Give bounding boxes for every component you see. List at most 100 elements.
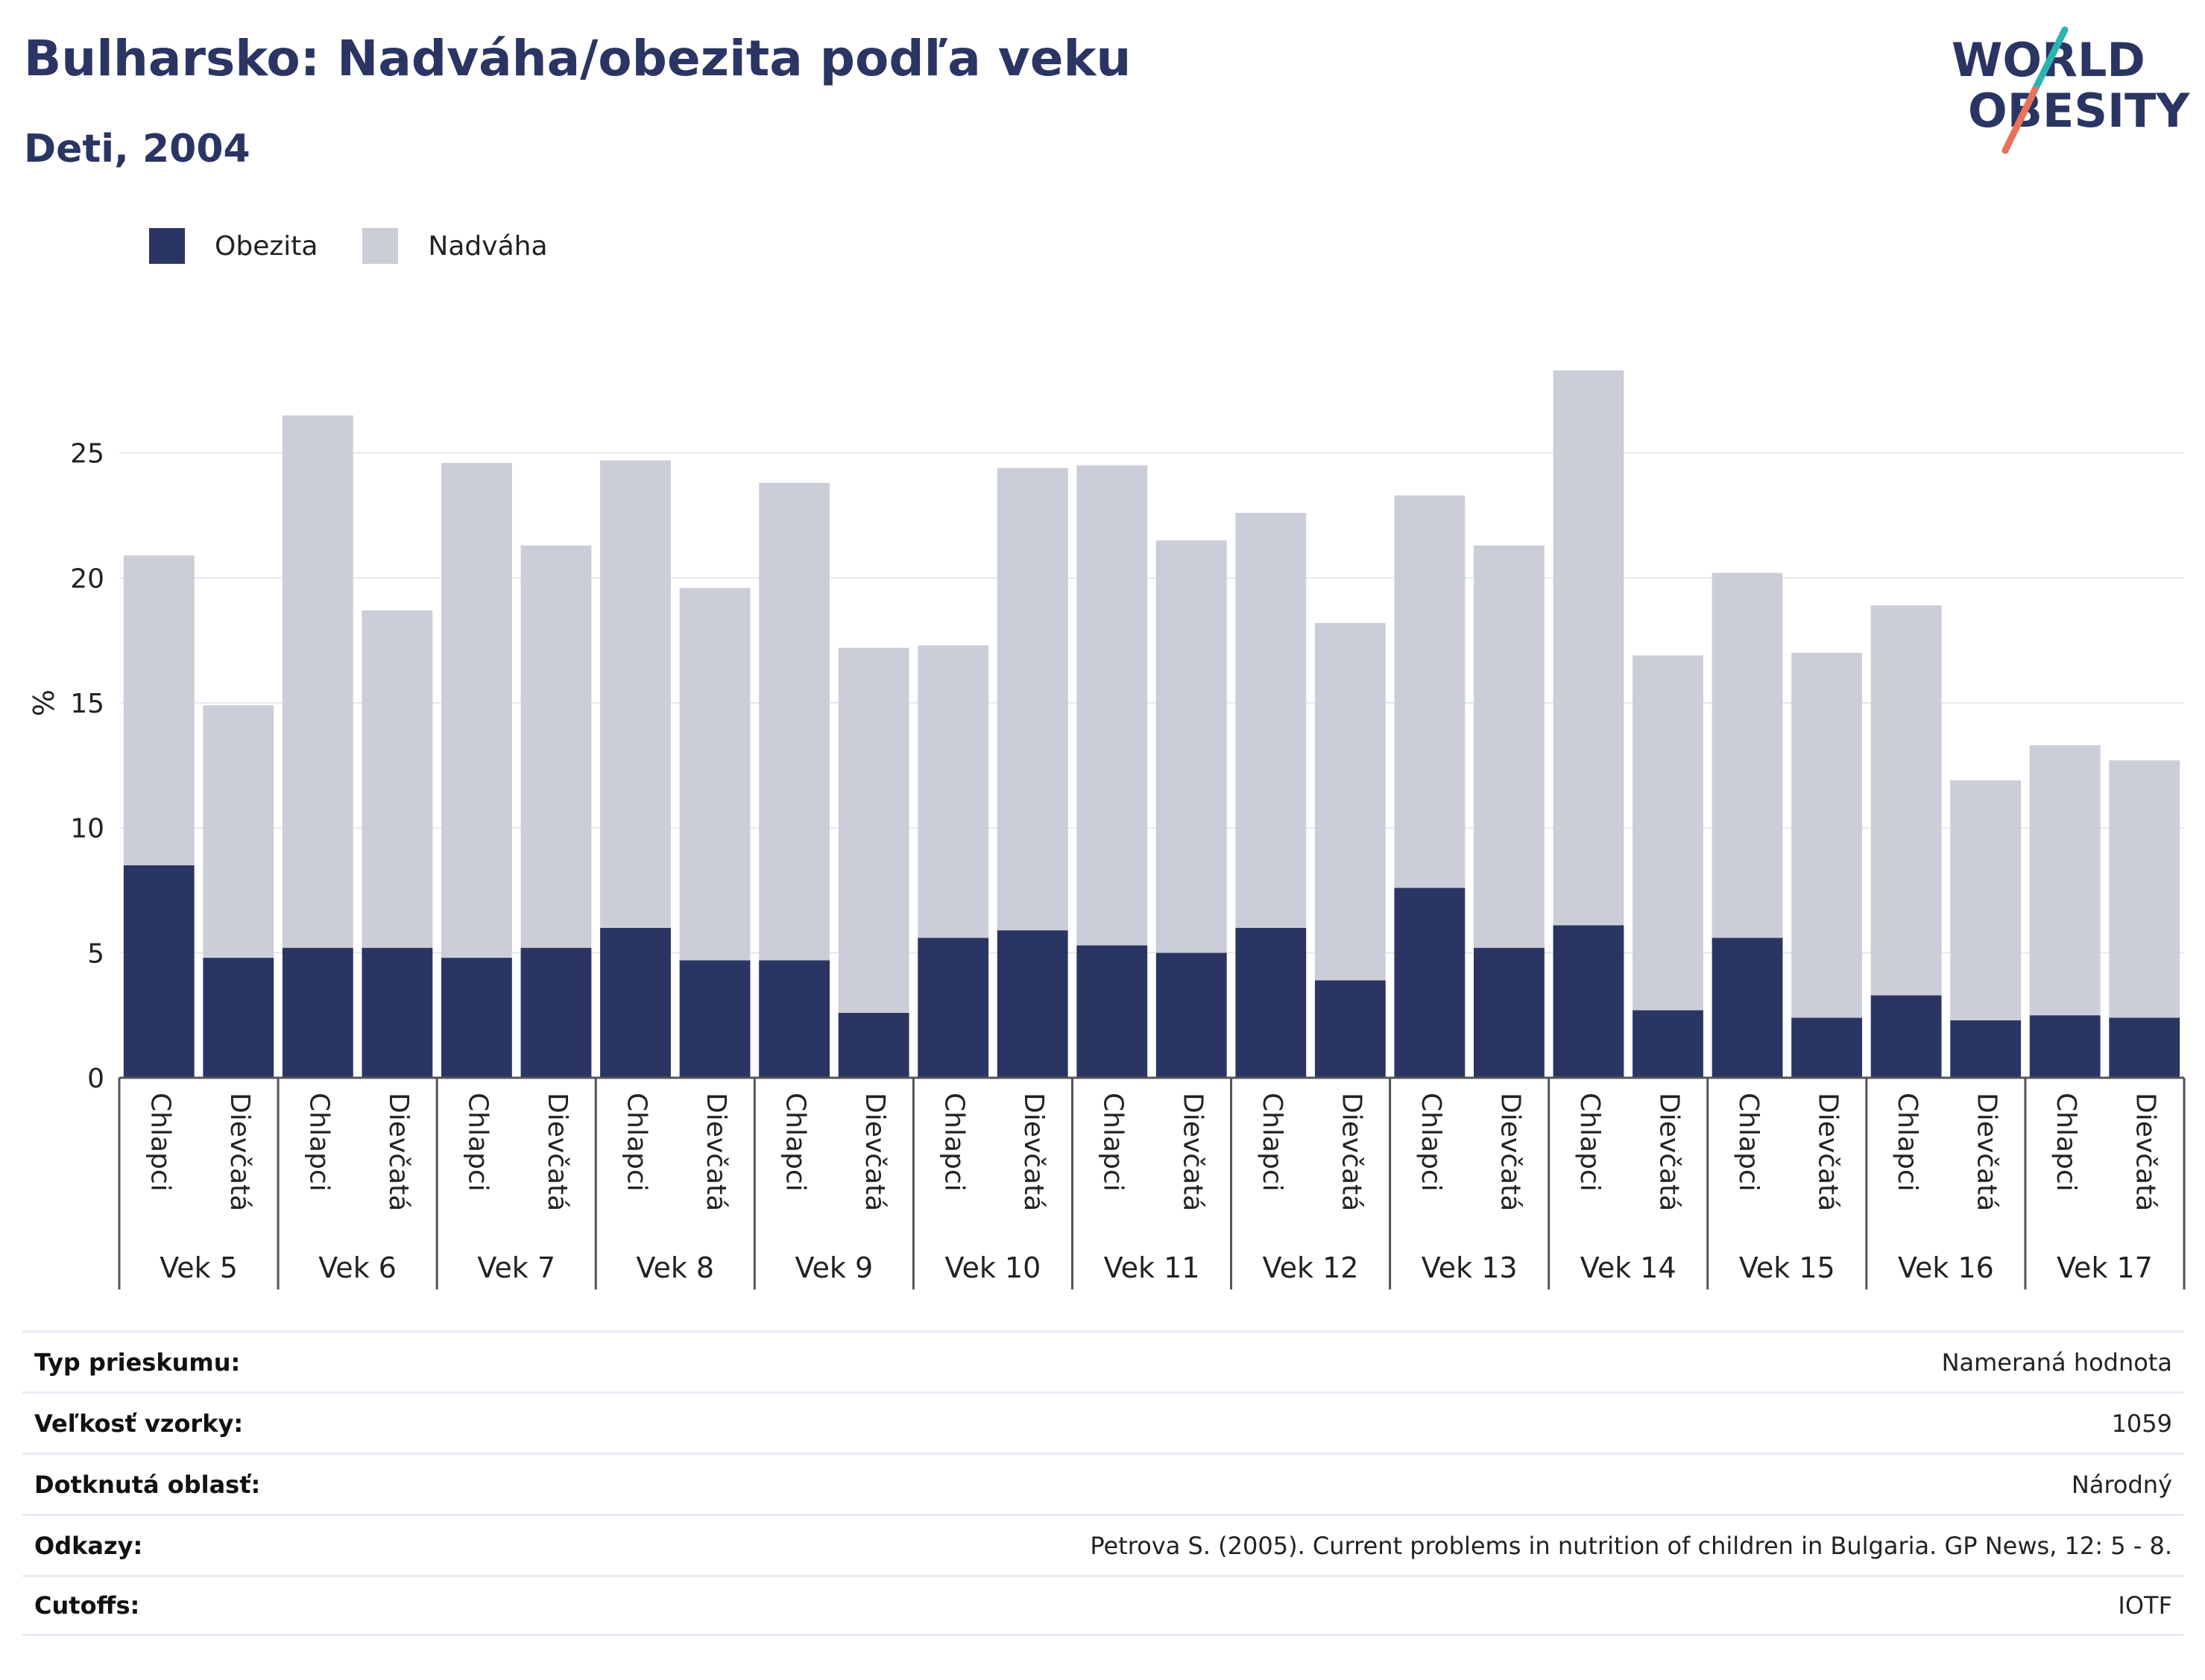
bar-obezita (520, 947, 592, 1078)
x-group-label: Vek 5 (160, 1251, 238, 1284)
bar-nadvaha (1474, 545, 1545, 948)
bar-obezita (2109, 1017, 2180, 1078)
x-sub-label: Chlapci (1257, 1093, 1287, 1192)
x-sub-label: Dievčatá (383, 1093, 414, 1211)
x-group-label: Vek 14 (1580, 1251, 1676, 1284)
info-label: Veľkosť vzorky: (34, 1409, 244, 1438)
bar-nadvaha (1155, 540, 1227, 953)
bar-obezita (441, 958, 512, 1078)
bar-obezita (1155, 953, 1227, 1078)
bar-obezita (1791, 1017, 1862, 1078)
y-axis-label: % (28, 689, 60, 716)
info-row-sample-size: Veľkosť vzorky: 1059 (22, 1392, 2184, 1453)
bar-obezita (838, 1012, 909, 1078)
x-sub-label: Chlapci (622, 1093, 652, 1192)
bar-nadvaha (1076, 465, 1148, 946)
x-sub-label: Chlapci (1574, 1093, 1605, 1192)
legend-label-obezita: Obezita (215, 230, 318, 262)
x-group-label: Vek 15 (1739, 1251, 1835, 1284)
x-sub-label: Chlapci (2051, 1093, 2081, 1192)
info-label: Odkazy: (34, 1531, 143, 1560)
x-sub-label: Dievčatá (1654, 1093, 1685, 1211)
bar-obezita (1314, 980, 1386, 1078)
x-sub-label: Chlapci (1416, 1093, 1446, 1192)
y-tick-label: 15 (70, 689, 104, 719)
bar-obezita (1950, 1020, 2022, 1078)
bar-nadvaha (441, 463, 512, 959)
y-tick-label: 0 (87, 1064, 104, 1094)
y-tick-label: 5 (87, 938, 104, 969)
survey-info-table: Typ prieskumu: Nameraná hodnota Veľkosť … (22, 1330, 2184, 1636)
logo-slash-coral (2001, 86, 2039, 154)
bar-obezita (203, 958, 274, 1078)
chart-subtitle: Deti, 2004 (24, 127, 250, 171)
bar-nadvaha (1394, 495, 1466, 888)
world-obesity-logo: WORLD OBESITY (1952, 26, 2190, 154)
x-sub-label: Chlapci (939, 1093, 970, 1192)
info-value: 1059 (2111, 1409, 2172, 1438)
bar-obezita (123, 865, 195, 1078)
bar-nadvaha (918, 645, 989, 938)
stacked-bar-chart: 0 5 10 15 20 25% Chlapci Dievčatá Chlapci Dievčat… (28, 370, 2186, 1289)
legend-item-nadvaha: Nadváha (362, 228, 548, 264)
x-sub-label: Dievčatá (2130, 1093, 2161, 1211)
x-sub-label: Dievčatá (859, 1093, 890, 1211)
bar-nadvaha (1950, 780, 2022, 1020)
bar-obezita (1474, 947, 1545, 1078)
x-group-label: Vek 10 (944, 1251, 1041, 1284)
info-value: Národný (2071, 1470, 2172, 1499)
bar-nadvaha (203, 705, 274, 959)
x-sub-label: Dievčatá (1495, 1093, 1525, 1211)
x-group-label: Vek 7 (477, 1251, 555, 1284)
x-sub-label: Chlapci (1733, 1093, 1764, 1192)
bar-obezita (1076, 945, 1148, 1078)
bar-nadvaha (1633, 655, 1703, 1011)
x-sub-label: Dievčatá (1813, 1093, 1843, 1211)
x-group-label: Vek 12 (1263, 1251, 1359, 1284)
logo-word-obesity: OBESITY (1968, 83, 2190, 138)
x-group-label: Vek 16 (1898, 1251, 1994, 1284)
x-sub-label: Chlapci (303, 1093, 334, 1192)
info-value: Nameraná hodnota (1941, 1348, 2172, 1377)
bar-nadvaha (997, 467, 1068, 931)
bar-obezita (600, 927, 671, 1078)
bar-nadvaha (759, 482, 830, 961)
bar-nadvaha (520, 545, 592, 948)
legend-swatch-obezita (149, 228, 185, 264)
x-sub-label: Dievčatá (224, 1093, 255, 1211)
info-row-cutoffs: Cutoffs: IOTF (22, 1575, 2184, 1636)
chart-title: Bulharsko: Nadváha/obezita podľa veku (24, 30, 1132, 87)
legend-item-obezita: Obezita (149, 228, 318, 264)
bar-obezita (1394, 888, 1466, 1078)
x-sub-label: Dievčatá (1972, 1093, 2002, 1211)
bar-nadvaha (600, 460, 671, 928)
bar-obezita (1870, 995, 1942, 1078)
bar-obezita (759, 960, 830, 1078)
x-sub-label: Dievčatá (1177, 1093, 1208, 1211)
info-label: Typ prieskumu: (34, 1348, 241, 1377)
x-group-label: Vek 6 (318, 1251, 397, 1284)
y-tick-label: 25 (70, 439, 104, 470)
x-sub-label: Dievčatá (1336, 1093, 1366, 1211)
y-tick-label: 10 (70, 814, 104, 844)
bar-nadvaha (123, 555, 195, 865)
x-sub-label: Chlapci (462, 1093, 493, 1192)
bar-nadvaha (1791, 652, 1862, 1018)
x-sub-label: Chlapci (145, 1093, 175, 1192)
info-row-references: Odkazy: Petrova S. (2005). Current probl… (22, 1514, 2184, 1575)
bar-nadvaha (1553, 370, 1624, 926)
x-group-label: Vek 17 (2057, 1251, 2153, 1284)
x-sub-label: Dievčatá (1018, 1093, 1049, 1211)
bar-nadvaha (679, 587, 751, 961)
x-group-label: Vek 8 (636, 1251, 714, 1284)
bar-nadvaha (838, 648, 909, 1013)
bar-nadvaha (362, 610, 433, 948)
bar-obezita (362, 947, 433, 1078)
bar-obezita (2029, 1015, 2101, 1078)
x-group-label: Vek 9 (795, 1251, 874, 1284)
x-sub-label: Chlapci (780, 1093, 811, 1192)
bar-obezita (1633, 1010, 1703, 1078)
info-row-survey-type: Typ prieskumu: Nameraná hodnota (22, 1330, 2184, 1392)
legend-swatch-nadvaha (362, 228, 399, 264)
x-group-label: Vek 11 (1104, 1251, 1200, 1284)
